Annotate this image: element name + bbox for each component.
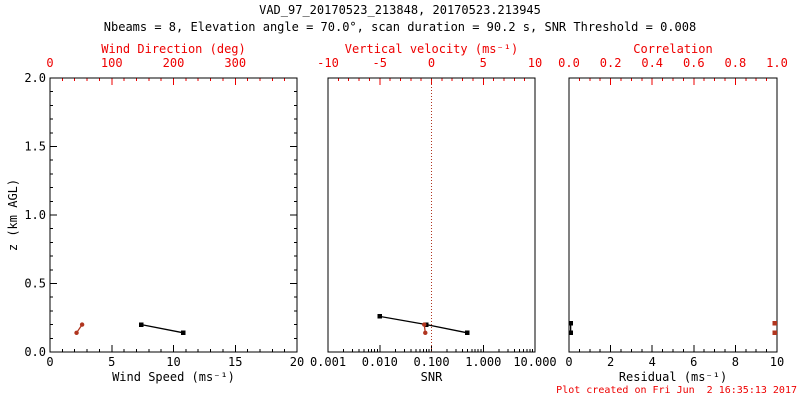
series-wind-speed-line (141, 323, 184, 334)
x-axis-title: Residual (ms⁻¹) (619, 370, 727, 384)
x-tick-label: 0 (46, 355, 53, 369)
top-tick-label: 0.0 (558, 56, 580, 70)
top-tick-label: 10 (528, 56, 542, 70)
data-point-snr (424, 322, 429, 327)
top-tick-label: 0.6 (683, 56, 705, 70)
top-tick-label: 0.4 (641, 56, 663, 70)
x-tick-label: 0.010 (362, 355, 398, 369)
top-axis-title: Wind Direction (deg) (101, 42, 246, 56)
x-tick-label: 2 (607, 355, 614, 369)
top-tick-label: 5 (480, 56, 487, 70)
x-tick-label: 5 (108, 355, 115, 369)
data-point-vertical-velocity (422, 322, 427, 327)
top-tick-label: 0.8 (725, 56, 747, 70)
top-tick-label: -5 (373, 56, 387, 70)
top-axis-title: Correlation (633, 42, 712, 56)
y-tick-label: 1.0 (24, 208, 46, 222)
x-tick-label: 10.000 (513, 355, 556, 369)
panel-resid: 0 2 4 6 8 10 0.0 0.2 0.4 0.6 0.8 1.0 Residual (ms⁻¹)… (558, 42, 788, 384)
top-tick-label: 0.2 (600, 56, 622, 70)
x-tick-label: 15 (228, 355, 242, 369)
plot-created-timestamp: Plot created on Fri Jun 2 16:35:13 2017 (556, 385, 797, 396)
data-point-wind-speed (139, 322, 144, 327)
data-point-correlation (772, 321, 778, 326)
y-tick-label: 0.5 (24, 277, 46, 291)
top-tick-label: 1.0 (766, 56, 788, 70)
data-point-wind-speed (181, 330, 186, 336)
top-tick-label: -10 (317, 56, 339, 70)
y-axis-title: z (km AGL) (6, 179, 20, 251)
x-tick-label: 1.000 (465, 355, 501, 369)
data-point-snr (465, 330, 470, 336)
data-point-snr (377, 314, 382, 319)
data-point-wind-direction (79, 322, 85, 327)
x-tick-label: 0.001 (310, 355, 346, 369)
data-point-vertical-velocity (423, 330, 428, 336)
plot-box (568, 77, 778, 353)
x-tick-label: 10 (770, 355, 784, 369)
top-tick-label: 300 (224, 56, 246, 70)
x-tick-label: 4 (649, 355, 656, 369)
plot-box (327, 77, 536, 353)
y-tick-label: 1.5 (24, 140, 46, 154)
x-tick-label: 8 (732, 355, 739, 369)
x-axis-title: Wind Speed (ms⁻¹) (112, 370, 235, 384)
top-axis-title: Vertical velocity (ms⁻¹) (345, 42, 518, 56)
x-tick-label: 20 (290, 355, 304, 369)
tick-marks (49, 77, 298, 353)
data-point-residual (568, 321, 573, 326)
x-tick-label: 10 (166, 355, 180, 369)
x-tick-label: 0.100 (413, 355, 449, 369)
y-tick-label: 2.0 (24, 71, 46, 85)
tick-marks (568, 78, 778, 352)
x-tick-label: 0 (565, 355, 572, 369)
data-point-correlation (772, 330, 778, 336)
panel-snr: 0.001 0.010 0.100 1.000 10.000 -10 -5 0 5 10 SNR Ve… (310, 42, 557, 384)
data-point-wind-direction (74, 330, 79, 336)
plot-box (49, 77, 298, 353)
y-tick-label: 0.0 (24, 345, 46, 359)
top-tick-label: 0 (46, 56, 53, 70)
data-point-residual (568, 330, 573, 336)
x-axis-title: SNR (421, 370, 443, 384)
top-tick-label: 200 (163, 56, 185, 70)
top-tick-label: 100 (101, 56, 123, 70)
tick-marks (327, 78, 536, 352)
top-tick-label: 0 (428, 56, 435, 70)
plot-subtitle: Nbeams = 8, Elevation angle = 70.0°, sca… (104, 20, 696, 34)
x-tick-label: 6 (690, 355, 697, 369)
plot-title: VAD_97_20170523_213848, 20170523.213945 (259, 3, 541, 17)
